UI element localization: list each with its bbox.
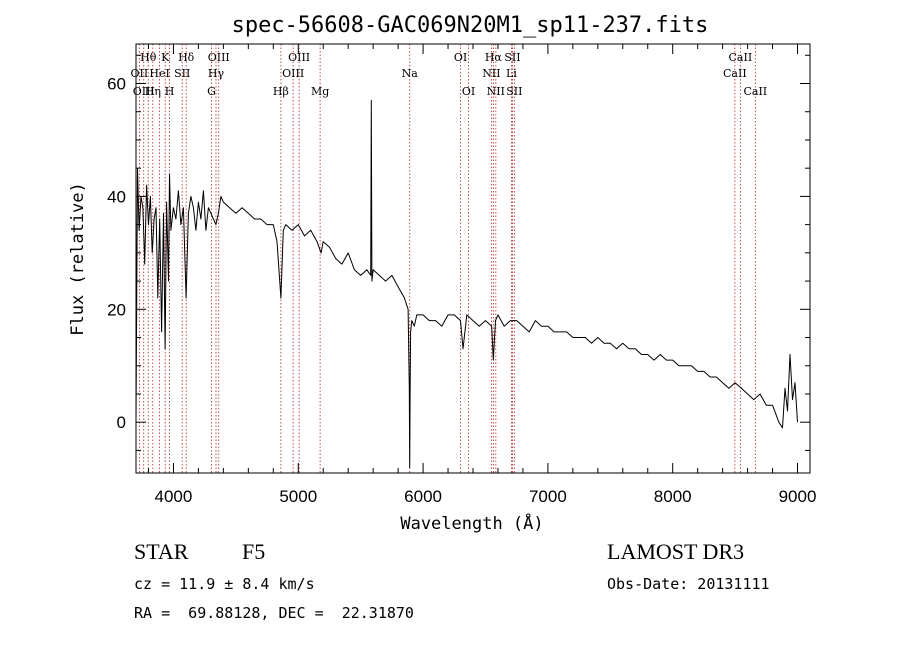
redshift-text: cz = 11.9 ± 8.4 km/s xyxy=(134,575,315,593)
line-h-alpha-label: Hα xyxy=(485,51,503,64)
y-tick-label: 20 xyxy=(107,300,126,319)
x-tick-label: 4000 xyxy=(155,487,193,506)
x-tick-label: 7000 xyxy=(529,487,567,506)
line-oi-6300-label: OI xyxy=(454,51,467,64)
x-tick-label: 8000 xyxy=(654,487,692,506)
object-subclass: F5 xyxy=(242,539,266,564)
spectral-line-markers xyxy=(138,44,756,473)
x-axis-label: Wavelength (Å) xyxy=(400,512,543,534)
line-oiii-blue-label: OIII xyxy=(133,85,155,98)
obs-date-text: Obs-Date: 20131111 xyxy=(607,575,770,593)
line-caii-8662-label: CaII xyxy=(743,85,767,98)
line-k-label: K xyxy=(161,51,170,64)
coordinates-text: RA = 69.88128, DEC = 22.31870 xyxy=(134,604,414,622)
survey-label: LAMOST DR3 xyxy=(607,539,745,564)
line-oi-6364-label: OI xyxy=(462,85,475,98)
line-sii-6716-label: SII xyxy=(504,51,520,64)
line-caii-8498-label: CaII xyxy=(723,67,747,80)
line-sii-blue-label: SII xyxy=(174,67,190,80)
line-oiii-4363-label: OIII xyxy=(208,51,230,64)
line-mg-label: Mg xyxy=(311,85,329,98)
spectrum-series xyxy=(135,99,798,468)
spectrum-line xyxy=(135,99,798,468)
line-sii-6731-label: SII xyxy=(506,85,522,98)
line-oiii-4959-label: OIII xyxy=(282,67,304,80)
y-axis-label: Flux (relative) xyxy=(68,182,88,336)
y-tick-label: 60 xyxy=(107,75,126,94)
y-tick-label: 0 xyxy=(117,413,126,432)
line-na-label: Na xyxy=(402,67,419,80)
line-nii-6583-label: NII xyxy=(487,85,505,98)
chart-title: spec-56608-GAC069N20M1_sp11-237.fits xyxy=(232,13,709,38)
line-h-theta-label: Hθ xyxy=(140,51,157,64)
line-h-eta-label: Hη xyxy=(145,85,161,98)
line-h-gamma-label: Hγ xyxy=(208,67,225,80)
plot-frame xyxy=(135,43,811,474)
x-tick-label: 6000 xyxy=(404,487,442,506)
axis-ticks xyxy=(136,44,810,473)
line-oii-label: OII xyxy=(131,67,149,80)
line-li-label: Li xyxy=(506,67,517,80)
line-g-band-label: G xyxy=(207,85,216,98)
x-tick-label: 5000 xyxy=(279,487,317,506)
line-h-ca-label: H xyxy=(165,85,175,98)
line-nii-6548-label: NII xyxy=(482,67,500,80)
object-class: STAR xyxy=(134,539,189,564)
axis-tick-labels: 4000 5000 6000 7000 8000 9000 0 20 40 60 xyxy=(107,75,816,506)
line-hei-label: HeI xyxy=(149,67,169,80)
line-oiii-5007-label: OIII xyxy=(288,51,310,64)
y-tick-label: 40 xyxy=(107,187,126,206)
line-caii-8542-label: CaII xyxy=(729,51,753,64)
x-tick-label: 9000 xyxy=(779,487,817,506)
line-h-beta-label: Hβ xyxy=(273,85,289,98)
line-h-delta-label: Hδ xyxy=(178,51,195,64)
